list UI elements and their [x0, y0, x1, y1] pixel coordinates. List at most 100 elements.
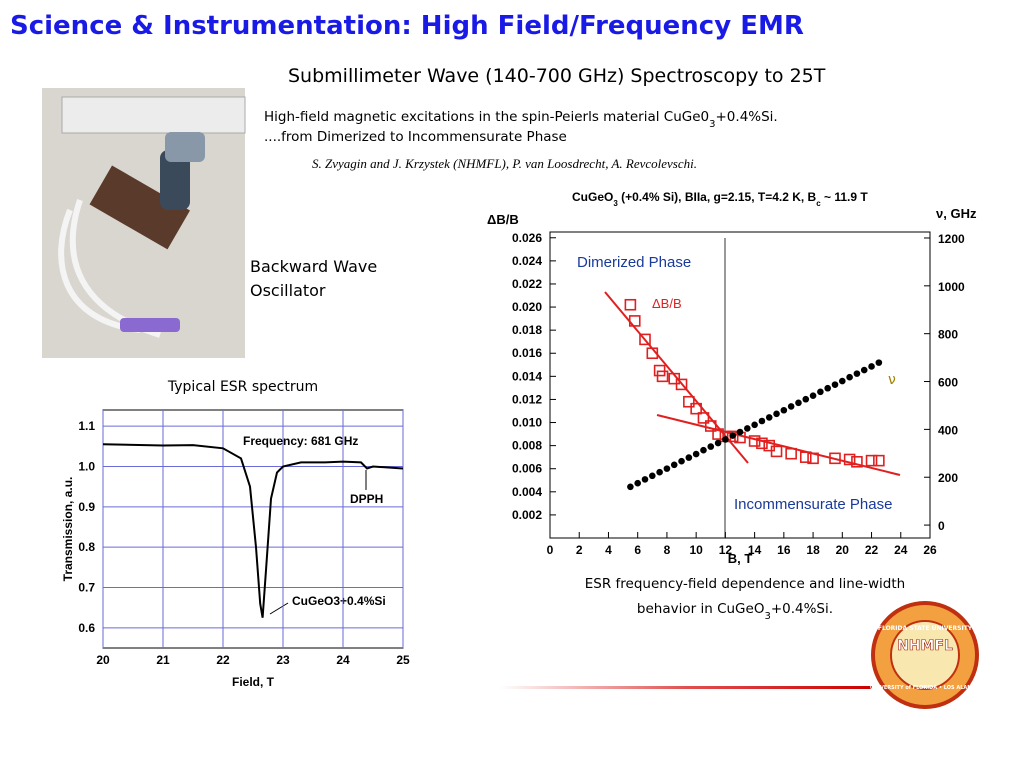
data-point	[839, 377, 846, 385]
x-tick-label: 22	[216, 653, 230, 667]
slide-title: Science & Instrumentation: High Field/Fr…	[10, 11, 804, 41]
photo-label: Backward Wave	[250, 257, 377, 276]
data-point	[809, 392, 817, 399]
data-point	[875, 359, 883, 366]
x-tick-label: 22	[865, 543, 879, 557]
y-tick-label: 0.8	[78, 540, 95, 554]
fit-line	[656, 414, 901, 476]
x-tick-label: 21	[156, 653, 170, 667]
chart-title: Typical ESR spectrum	[167, 379, 318, 395]
data-point	[646, 347, 659, 360]
data-point	[683, 395, 695, 408]
data-point	[712, 428, 724, 440]
x-axis-label: Field, T	[232, 675, 275, 689]
slide-subtitle: Submillimeter Wave (140-700 GHz) Spectro…	[288, 65, 826, 87]
x-tick-label: 20	[836, 543, 850, 557]
data-point	[787, 403, 795, 410]
data-point	[756, 437, 768, 450]
series-label: ν	[888, 372, 896, 388]
data-line	[102, 443, 404, 618]
data-point	[704, 420, 717, 432]
x-tick-label: 25	[396, 653, 410, 667]
x-tick-label: 4	[605, 543, 612, 557]
data-point	[865, 454, 878, 467]
logo-ring: FLORIDA STATE UNIVERSITY	[878, 625, 973, 632]
data-point	[675, 378, 688, 391]
y2-tick-label: 200	[938, 471, 958, 485]
data-point	[829, 452, 841, 465]
x-tick-label: 23	[276, 653, 290, 667]
y-tick-label: 0.002	[512, 508, 542, 522]
y2-axis-label: ν, GHz	[936, 206, 977, 221]
data-point	[639, 333, 651, 346]
fit-line	[604, 291, 749, 464]
annotation: Incommensurate Phase	[734, 496, 892, 513]
y-tick-label: 0.7	[78, 580, 95, 594]
data-point	[726, 430, 739, 443]
y-axis-label: Transmission, a.u.	[61, 477, 75, 582]
data-point	[641, 476, 649, 483]
data-point	[843, 453, 856, 466]
data-point	[678, 457, 685, 465]
plot-frame	[549, 231, 931, 539]
data-point	[785, 447, 797, 460]
data-point	[736, 428, 744, 436]
data-point	[744, 425, 751, 432]
x-tick-label: 16	[777, 543, 791, 557]
y-tick-label: 1.1	[78, 419, 95, 433]
data-point	[692, 450, 700, 458]
x-tick-label: 0	[547, 543, 554, 557]
data-point	[773, 410, 780, 418]
data-point	[807, 452, 819, 465]
data-point	[765, 414, 773, 421]
data-point	[670, 461, 678, 469]
data-point	[795, 399, 802, 407]
annotation: DPPH	[350, 492, 383, 506]
y-tick-label: 0.6	[78, 621, 95, 635]
data-point	[758, 417, 766, 425]
data-point	[656, 370, 669, 383]
annotation: Dimerized Phase	[577, 254, 691, 271]
data-point	[868, 363, 875, 370]
y-tick-label: 0.9	[78, 500, 95, 514]
data-point	[634, 479, 641, 487]
photo-label: Oscillator	[250, 281, 326, 300]
logo: FLORIDA STATE UNIVERSITY UNIVERSITY of F…	[870, 601, 981, 709]
y2-tick-label: 1000	[938, 280, 965, 294]
authors: S. Zvyagin and J. Krzystek (NHMFL), P. v…	[312, 156, 697, 171]
description: High-field magnetic excitations in the s…	[264, 109, 778, 130]
x-tick-label: 6	[634, 543, 641, 557]
x-tick-label: 24	[336, 653, 350, 667]
x-axis-label: B, T	[728, 551, 753, 566]
data-point	[697, 412, 710, 424]
logo-ring: UNIVERSITY of FLORIDA • LOS ALAMOS	[870, 685, 981, 691]
y-tick-label: 0.020	[512, 300, 542, 314]
data-point	[860, 366, 868, 374]
data-point	[824, 384, 831, 392]
x-tick-label: 2	[576, 543, 583, 557]
data-point	[817, 388, 824, 396]
y-tick-label: 0.016	[512, 346, 542, 360]
y2-tick-label: 600	[938, 376, 958, 390]
y-tick-label: 0.008	[512, 439, 542, 453]
data-point	[780, 406, 788, 414]
y2-tick-label: 0	[938, 519, 945, 533]
data-point	[846, 373, 853, 381]
y-tick-label: 0.024	[512, 254, 542, 268]
data-point	[853, 370, 861, 377]
x-tick-label: 14	[748, 543, 762, 557]
x-tick-label: 18	[806, 543, 820, 557]
data-point	[751, 421, 758, 429]
annotation: Frequency: 681 GHz	[243, 434, 358, 448]
data-point	[873, 454, 885, 467]
y2-tick-label: 800	[938, 328, 958, 342]
data-point	[851, 455, 863, 468]
data-point	[831, 381, 839, 388]
data-point	[770, 445, 783, 458]
description: ....from Dimerized to Incommensurate Pha…	[264, 129, 567, 145]
y-tick-label: 0.026	[512, 231, 542, 245]
data-point	[748, 435, 761, 447]
data-point	[690, 402, 702, 415]
